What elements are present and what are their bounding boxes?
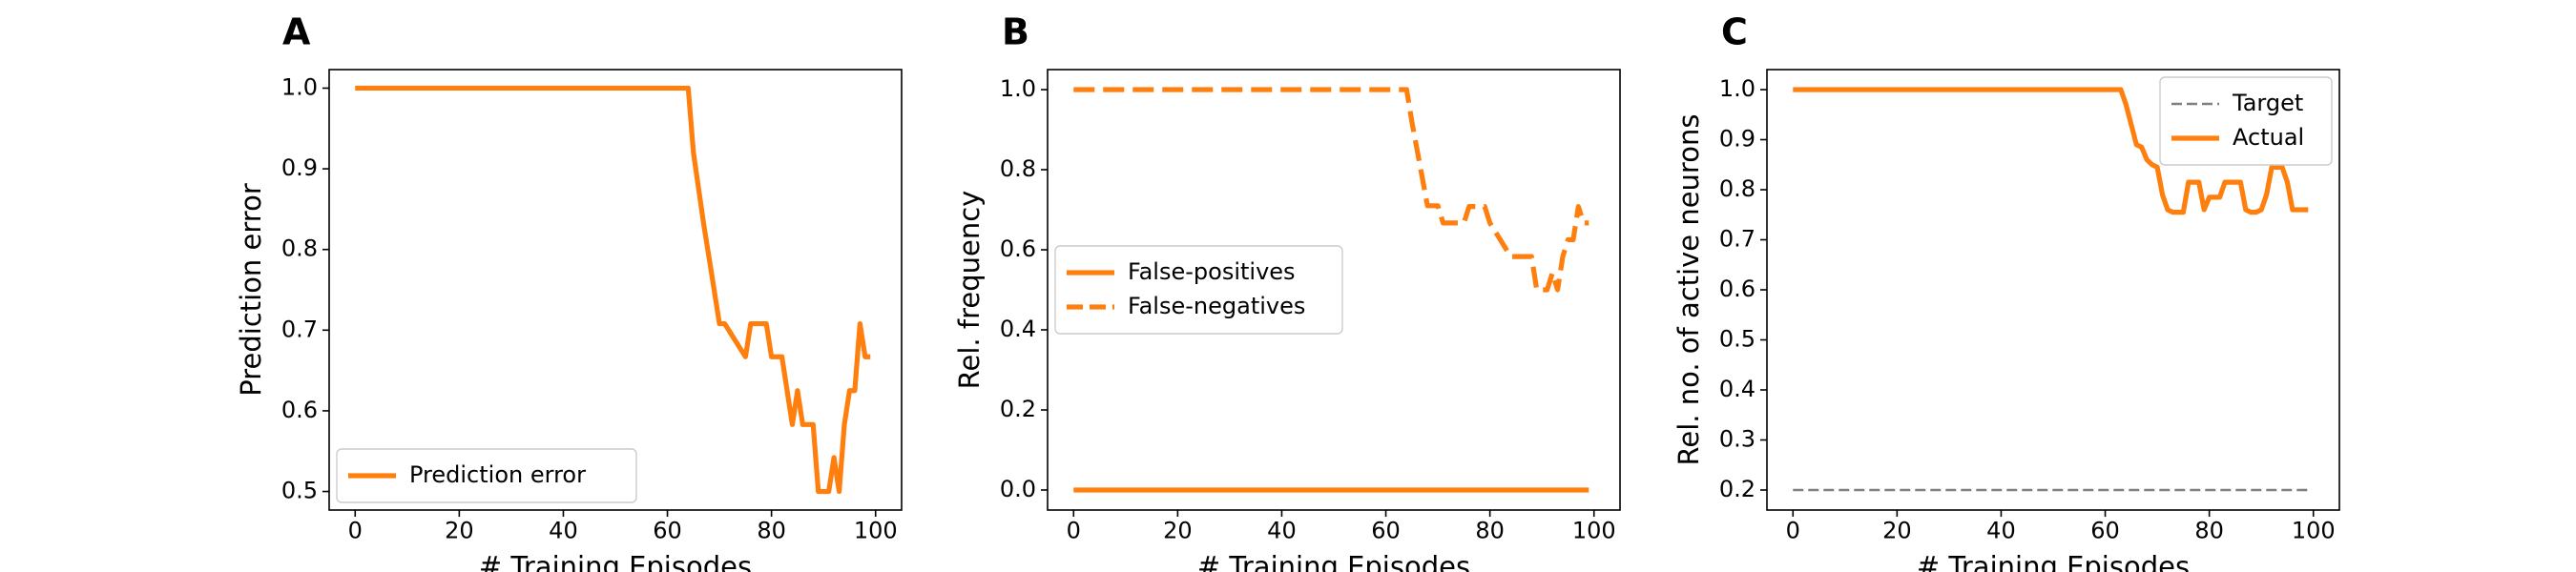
y-tick-label: 0.3 <box>1719 426 1755 453</box>
series-line-actual <box>1793 87 2309 215</box>
x-tick-label: 0 <box>1067 518 1081 544</box>
legend-entry: Actual <box>2233 124 2304 151</box>
x-tick-label: 100 <box>2292 518 2336 544</box>
y-tick-label: 0.5 <box>1719 326 1755 353</box>
y-tick-label: 1.0 <box>1000 75 1036 102</box>
y-tick-label: 0.8 <box>281 235 318 262</box>
x-tick-label: 60 <box>2090 518 2120 544</box>
x-tick-label: 40 <box>549 518 578 544</box>
x-tick-label: 0 <box>1786 518 1800 544</box>
plot-area <box>1073 87 1589 493</box>
legend-entry: Target <box>2232 90 2303 116</box>
y-tick-label: 0.9 <box>281 154 318 181</box>
legend: Prediction error <box>336 448 637 503</box>
y-tick-label: 1.0 <box>281 73 318 100</box>
y-axis-label: Prediction error <box>235 183 267 397</box>
panel-a: A 0 20 40 60 80 100 0.5 0.6 0.7 0.8 0.9 1.0 # Trainin… <box>235 11 903 572</box>
x-axis-label: # Training Episodes <box>1917 551 2190 572</box>
y-tick-label: 0.2 <box>1000 396 1036 422</box>
y-tick-label: 0.8 <box>1719 175 1755 202</box>
y-tick-label: 0.6 <box>281 397 318 423</box>
y-tick-label: 0.4 <box>1719 376 1755 402</box>
x-tick-label: 40 <box>1986 518 2016 544</box>
y-tick-label: 0.7 <box>281 316 318 342</box>
y-tick-label: 0.6 <box>1000 235 1036 262</box>
y-axis-label: Rel. frequency <box>953 191 986 390</box>
legend: Target Actual <box>2159 76 2333 166</box>
y-tick-label: 0.0 <box>1000 476 1036 502</box>
legend-box <box>1054 245 1343 335</box>
x-axis-label: # Training Episodes <box>1197 551 1470 572</box>
legend-box <box>2159 76 2333 166</box>
axes-frame <box>328 69 903 511</box>
legend-entry: Prediction error <box>409 461 586 488</box>
legend-box <box>336 448 637 503</box>
y-tick-label: 0.5 <box>281 478 318 504</box>
series-line-false-negatives <box>1073 87 1589 293</box>
y-axis-label: Rel. no. of active neurons <box>1672 114 1705 466</box>
y-tick-label: 0.7 <box>1719 226 1755 253</box>
panel-letter: B <box>1002 11 1029 53</box>
plot-area <box>1793 87 2309 492</box>
y-tick-label: 0.9 <box>1719 126 1755 153</box>
y-tick-label: 1.0 <box>1719 75 1755 102</box>
legend: False-positives False-negatives <box>1054 245 1343 335</box>
panel-letter: A <box>282 11 311 53</box>
panel-b: B 0 20 40 60 80 100 0.0 0.2 0.4 0.6 0.8 1.0 # Trainin… <box>953 11 1621 572</box>
x-tick-label: 100 <box>854 518 898 544</box>
legend-entry: False-negatives <box>1128 293 1305 319</box>
y-tick-label: 0.8 <box>1000 155 1036 182</box>
x-tick-label: 0 <box>348 518 363 544</box>
x-tick-label: 80 <box>1475 518 1505 544</box>
plot-area <box>355 85 871 495</box>
x-tick-label: 40 <box>1267 518 1297 544</box>
x-tick-label: 20 <box>1163 518 1193 544</box>
x-tick-label: 60 <box>1371 518 1401 544</box>
x-axis-label: # Training Episodes <box>479 551 752 572</box>
panel-letter: C <box>1721 11 1748 53</box>
x-tick-label: 60 <box>653 518 682 544</box>
axes-frame <box>1047 69 1621 511</box>
y-tick-label: 0.4 <box>1000 316 1036 342</box>
series-line-prediction-error <box>355 85 871 495</box>
y-tick-label: 0.2 <box>1719 476 1755 502</box>
panel-c: C 0 20 40 60 80 100 0.2 0.3 0.4 0.5 0.6 0.7 0.8 0.9 1.0… <box>1672 11 2340 572</box>
x-tick-label: 20 <box>1882 518 1912 544</box>
x-tick-label: 80 <box>2194 518 2224 544</box>
x-tick-label: 20 <box>445 518 474 544</box>
x-tick-label: 100 <box>1572 518 1616 544</box>
legend-entry: False-positives <box>1128 258 1296 285</box>
y-tick-label: 0.6 <box>1719 276 1755 302</box>
x-tick-label: 80 <box>757 518 786 544</box>
